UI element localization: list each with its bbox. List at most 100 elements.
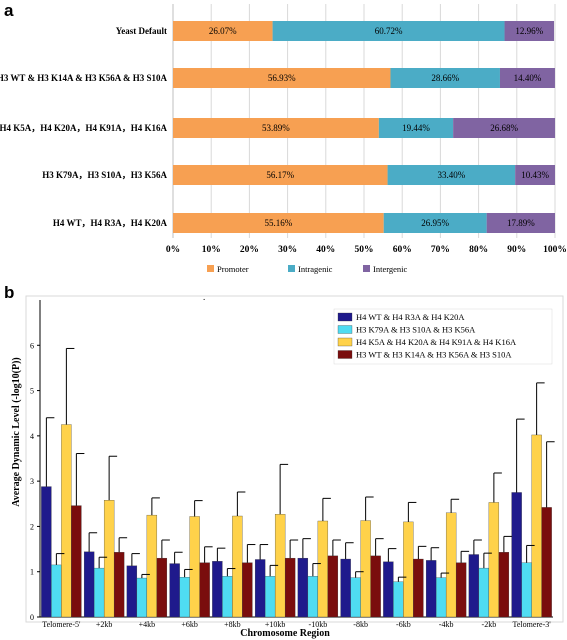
panel-b-bar [146, 514, 158, 618]
panel-a-x-tick-label: 90% [507, 245, 526, 255]
panel-a-x-tick-label: 0% [166, 245, 180, 255]
panel-b-bar [360, 520, 371, 618]
panel-b-bar [212, 561, 223, 618]
panel-b-bar [383, 561, 394, 618]
panel-b-bar [93, 567, 105, 618]
panel-a-segment-label: 53.89% [262, 123, 290, 133]
panel-b-legend-label: H4 K5A & H4 K20A & H4 K91A & H4 K16A [356, 337, 517, 347]
panel-b-bar [531, 434, 542, 618]
panel-a-segment-label: 26.07% [209, 26, 237, 36]
panel-a-category-label: H3 WT & H3 K14A & H3 K56A & H3 S10A [0, 73, 167, 83]
panel-b-legend-swatch [337, 337, 353, 347]
panel-b-bar [403, 521, 414, 618]
panel-a-bar-segment [378, 118, 454, 138]
panel-b-legend-swatch [337, 325, 353, 334]
panel-a-segment-label: 26.95% [421, 218, 449, 228]
panel-b-x-axis-title: Chromosome Region [240, 628, 330, 639]
panel-b-legend-label: H4 WT & H4 R3A & H4 K20A [356, 312, 465, 322]
panel-a-x-tick-label: 10% [202, 245, 221, 255]
panel-b-bar [222, 576, 233, 618]
panel-b-y-tick-label: 4 [30, 432, 34, 441]
panel-a-bar-segment [272, 21, 505, 41]
panel-a-x-tick-label: 100% [543, 245, 567, 255]
panel-b-legend-swatch [337, 350, 353, 359]
panel-b-stray-dot: . [203, 292, 205, 302]
panel-b-bar [413, 558, 424, 618]
panel-a-bar-segment [383, 213, 487, 233]
panel-b-bar [425, 560, 437, 618]
panel-b-bar [307, 576, 319, 618]
panel-b-bar [370, 555, 381, 618]
panel-a-segment-label: 55.16% [264, 218, 292, 228]
panel-b-bar [136, 577, 148, 618]
panel-a-x-tick-label: 70% [431, 245, 450, 255]
panel-a-bar-segment [499, 68, 555, 88]
panel-a-legend-label: Intergenic [373, 264, 408, 274]
panel-b-x-tick-label: +2kb [96, 620, 113, 629]
panel-a-category-labels: Yeast Default H3 WT & H3 K14A & H3 K56A &… [0, 26, 167, 228]
panel-a-bar-segment [387, 165, 516, 185]
panel-a-legend-swatch [207, 265, 214, 272]
panel-b-legend-swatch [337, 312, 353, 322]
panel-a-legend-label: Promoter [217, 264, 249, 274]
panel-b-bar [435, 577, 447, 618]
panel-a-x-tick-label: 80% [469, 245, 488, 255]
panel-b-bar [83, 551, 95, 618]
panel-a-bars: 26.07% 60.72% 12.96% 56.93% 28.66% 14.40% 53.8… [173, 21, 556, 233]
panel-b-x-tick-label: +8kb [224, 620, 241, 629]
panel-b-bar [156, 557, 168, 618]
panel-a-x-tick-label: 30% [278, 245, 297, 255]
panel-b-letter: b [4, 283, 14, 302]
panel-b-x-tick-label: Telomere-5' [42, 620, 81, 629]
panel-b-bar [327, 555, 339, 618]
panel-a-bar-segment [390, 68, 500, 88]
panel-b-bar [71, 505, 82, 618]
panel-a-bar-segment [173, 213, 384, 233]
panel-a-legend-swatch [363, 265, 370, 272]
panel-a-letter: a [4, 1, 14, 20]
panel-b-bar [41, 486, 52, 618]
panel-b-bar [488, 502, 500, 618]
panel-b-bar [169, 563, 180, 618]
panel-b-x-tick-label: -8kb [353, 620, 368, 629]
panel-b-y-tick-label: 1 [30, 568, 34, 577]
panel-b-y-axis-title: Average Dynamic Level (-log10(P)) [11, 357, 22, 507]
panel-b-y-tick-label: 0 [30, 613, 34, 622]
panel-b-bar [61, 424, 72, 618]
panel-b-bar [113, 552, 125, 618]
panel-b-bar [317, 520, 329, 618]
panel-a-bar-segment [504, 21, 555, 41]
panel-b-bar [511, 492, 522, 618]
panel-b-bar [51, 564, 62, 618]
panel-b-x-tick-label: -2kb [482, 620, 497, 629]
panel-a-bar-segment [453, 118, 556, 138]
panel-a-x-tick-label: 50% [355, 245, 374, 255]
panel-b-bar [541, 507, 552, 618]
panel-b-x-tick-label: +4kb [139, 620, 156, 629]
panel-b-bar [478, 567, 490, 618]
panel-b-bar [126, 565, 138, 618]
panel-b-bar [393, 581, 404, 618]
panel-b-bar [498, 552, 510, 618]
panel-a-segment-label: 26.68% [490, 123, 518, 133]
panel-a-bar-segment [173, 118, 379, 138]
panel-b-x-tick-label: -10kb [309, 620, 328, 629]
panel-a-segment-label: 33.40% [437, 170, 465, 180]
panel-b-axes: 0 1 2 3 4 5 6 Telomere-5' +2kb +4kb +6kb +8kb +10kb -… [30, 300, 553, 629]
panel-b-plot-frame [25, 295, 564, 623]
panel-b-y-tick-label: 5 [30, 387, 34, 396]
panel-a-bar-segment [173, 68, 391, 88]
panel-b-x-tick-label: +10kb [265, 620, 286, 629]
panel-a-legend: Promoter Intragenic Intergenic [207, 264, 408, 274]
panel-a-bar-segment [486, 213, 555, 233]
panel-b-bars [41, 424, 552, 618]
panel-b-bar [179, 576, 190, 618]
panel-a-legend-swatch [288, 265, 295, 272]
panel-b-bar [103, 500, 115, 618]
panel-a-legend-label: Intragenic [298, 264, 333, 274]
panel-b-bar [445, 512, 457, 618]
panel-a-category-label: H4 K5A，H4 K20A，H4 K91A，H4 K16A [0, 123, 167, 133]
panel-b-bar [455, 562, 467, 618]
panel-b-bar [254, 559, 266, 618]
